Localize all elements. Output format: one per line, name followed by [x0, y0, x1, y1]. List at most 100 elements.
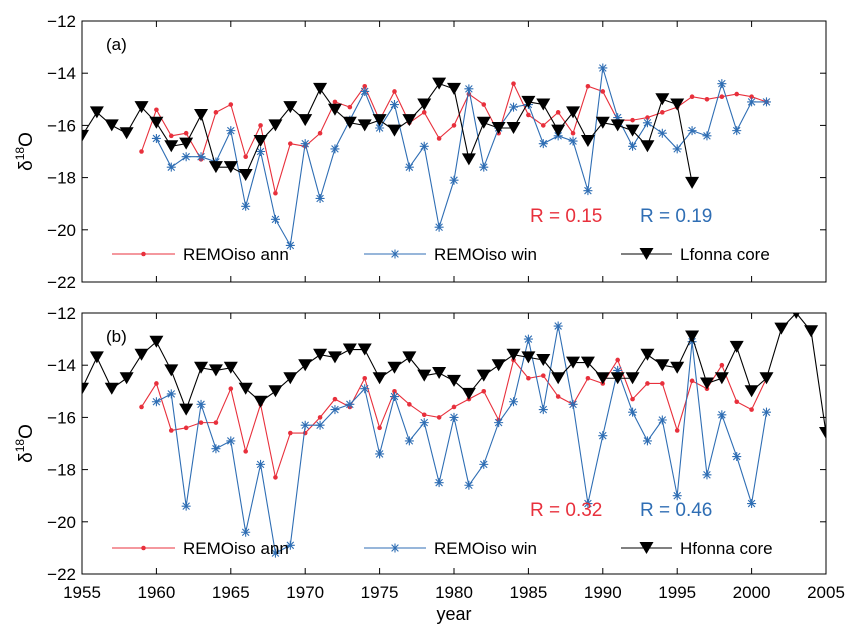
data-point-winter — [419, 418, 429, 428]
data-point-core — [253, 135, 268, 148]
data-point-annual — [273, 475, 278, 480]
series-core — [82, 77, 700, 189]
data-point-winter — [300, 420, 310, 430]
data-point-core — [625, 372, 640, 385]
data-point-winter — [568, 399, 578, 409]
data-point-annual — [317, 130, 323, 136]
data-point-core — [402, 351, 417, 364]
data-point-winter — [628, 141, 638, 151]
data-point-annual — [213, 420, 219, 425]
data-point-core — [521, 95, 536, 108]
data-point-winter — [330, 405, 340, 415]
legend-label: REMOiso win — [434, 245, 537, 264]
data-point-annual — [749, 94, 754, 99]
x-tick-label: 1990 — [584, 583, 622, 602]
data-point-core — [238, 168, 253, 181]
data-point-core — [521, 351, 536, 364]
data-point-winter — [375, 123, 385, 133]
data-point-winter — [598, 431, 608, 441]
data-point-winter — [613, 365, 623, 375]
data-point-core — [819, 427, 826, 440]
data-point-annual — [168, 133, 174, 139]
data-point-annual — [526, 375, 531, 381]
data-point-annual — [421, 412, 427, 418]
legend-label: REMOiso win — [434, 539, 537, 558]
data-point-core — [89, 106, 104, 119]
data-point-core — [551, 124, 566, 137]
data-point-annual — [585, 83, 591, 89]
data-point-annual — [734, 399, 740, 405]
y-axis-label: δ18O — [13, 132, 37, 171]
data-point-winter — [434, 222, 444, 232]
data-point-core — [759, 372, 774, 385]
data-point-annual — [689, 378, 695, 384]
data-point-annual — [436, 415, 442, 420]
data-point-core — [640, 348, 655, 361]
data-point-winter — [389, 392, 399, 402]
data-point-winter — [702, 470, 712, 480]
x-tick-label: 1985 — [509, 583, 547, 602]
data-point-core — [327, 103, 342, 116]
data-point-annual — [154, 107, 159, 113]
data-point-annual — [228, 102, 234, 107]
data-point-annual — [451, 123, 457, 128]
data-point-core — [432, 367, 447, 380]
data-point-winter — [747, 97, 757, 107]
data-point-core — [774, 322, 789, 335]
data-point-core — [640, 140, 655, 153]
data-point-core — [194, 108, 209, 121]
data-point-winter — [419, 141, 429, 151]
data-point-core — [298, 114, 313, 127]
data-point-core — [402, 114, 417, 127]
data-point-core — [164, 364, 179, 377]
data-point-core — [164, 140, 179, 153]
legend-marker — [390, 249, 400, 259]
y-tick-label: −12 — [47, 304, 76, 323]
series-annual — [139, 357, 769, 480]
legend-marker — [390, 543, 400, 553]
x-tick-label: 2000 — [733, 583, 771, 602]
data-point-winter — [256, 147, 266, 156]
x-tick-label: 1970 — [286, 583, 324, 602]
data-point-annual — [243, 154, 248, 160]
data-point-annual — [168, 428, 174, 433]
y-tick-label: −22 — [47, 273, 76, 292]
data-point-annual — [288, 430, 293, 436]
data-point-annual — [407, 402, 412, 407]
data-point-core — [149, 335, 164, 348]
legend-label: REMOiso ann — [183, 539, 289, 558]
data-point-core — [447, 82, 461, 95]
data-point-core — [313, 82, 328, 95]
data-point-winter — [642, 118, 652, 128]
data-point-annual — [258, 123, 263, 128]
data-point-annual — [555, 394, 561, 399]
data-point-core — [491, 122, 506, 135]
plot-area — [82, 63, 771, 250]
data-point-winter — [256, 459, 266, 469]
data-point-annual — [630, 396, 635, 402]
y-axis-label: δ18O — [13, 424, 37, 463]
data-point-core — [372, 372, 387, 385]
data-point-winter — [657, 128, 667, 138]
data-point-core — [179, 403, 194, 416]
data-point-winter — [687, 126, 697, 136]
data-point-winter — [285, 240, 295, 250]
data-point-core — [506, 348, 521, 361]
data-point-annual — [585, 375, 591, 381]
data-point-winter — [672, 144, 682, 154]
legend: REMOiso ann REMOiso win Hfonna core — [112, 539, 773, 558]
data-point-winter — [285, 540, 295, 550]
data-point-core — [699, 377, 714, 390]
y-tick-label: −14 — [47, 356, 76, 375]
data-point-core — [476, 116, 491, 129]
data-point-annual — [421, 110, 427, 115]
correlation-label: R = 0.46 — [640, 500, 712, 521]
panel-label: (b) — [106, 327, 127, 346]
data-point-winter — [538, 405, 548, 415]
data-point-core — [327, 351, 342, 364]
data-point-annual — [660, 110, 665, 115]
data-point-core — [223, 361, 238, 374]
panel-b: −22 −20 −18 −16 −14 −12 (b) δ18O R = 0.32 R = 0.4… — [13, 304, 827, 584]
data-point-winter — [538, 139, 548, 149]
data-point-winter — [761, 407, 771, 417]
